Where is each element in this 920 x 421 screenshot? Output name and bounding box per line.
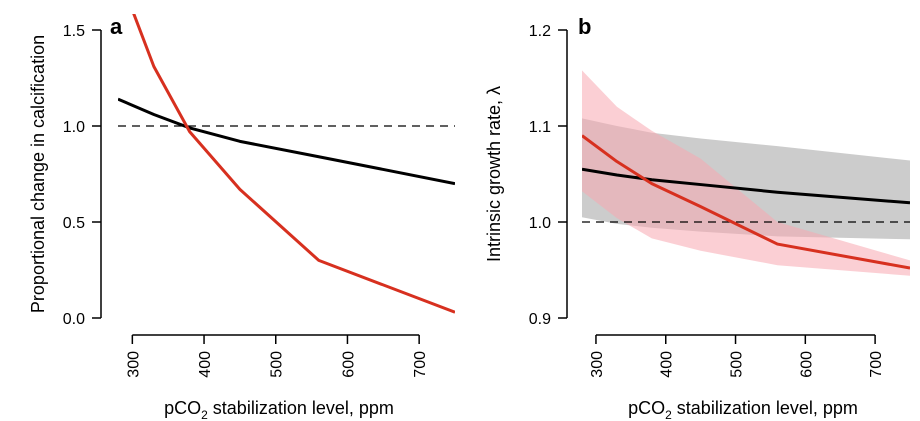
panel-b-data-layer — [582, 70, 910, 276]
panel-a-plot-area — [118, 14, 455, 314]
panel-b-y-tick-label: 1.2 — [529, 23, 551, 40]
panel-a-x-axis: 300 400 500 600 700 — [125, 334, 429, 378]
panel-b-series-line-1 — [582, 134, 910, 270]
panel-a-x-tick-label: 600 — [340, 351, 357, 378]
panel-a-y-tick-label: 1.0 — [63, 119, 85, 136]
panel-a-x-tick-label: 500 — [269, 351, 286, 378]
panel-b: 0.9 1.0 1.1 1.2 300 400 500 600 700 b Intrinsic… — [484, 14, 910, 421]
panel-a-label: a — [110, 14, 123, 39]
panel-a-x-tick-label: 700 — [412, 351, 429, 378]
panel-a-y-tick-label: 0.5 — [63, 215, 85, 232]
panel-a-x-tick-label: 300 — [125, 351, 142, 378]
panel-b-band-1 — [582, 70, 910, 276]
panel-a-y-axis: 0.0 0.5 1.0 1.5 — [63, 23, 102, 328]
panel-b-y-tick-label: 1.1 — [529, 119, 551, 136]
panel-b-x-tick-label: 700 — [868, 351, 885, 378]
panel-b-x-axis-title: pCO2 stabilization level, ppm — [628, 398, 858, 421]
panel-b-plot-area — [582, 70, 910, 276]
panel-a-y-tick-label: 1.5 — [63, 23, 85, 40]
panel-a-series-line-0 — [118, 97, 455, 186]
panel-a-y-axis-title: Proportional change in calcification — [28, 35, 48, 313]
panel-b-x-tick-label: 600 — [798, 351, 815, 378]
panel-b-x-tick-label: 500 — [729, 351, 746, 378]
panel-b-y-axis-title: Intrinsic growth rate, λ — [484, 86, 504, 262]
panel-b-y-tick-label: 0.9 — [529, 311, 551, 328]
panel-a-y-tick-label: 0.0 — [63, 311, 85, 328]
panel-a-x-tick-label: 400 — [197, 351, 214, 378]
panel-b-series-line-0 — [582, 167, 910, 205]
panel-b-x-axis: 300 400 500 600 700 — [589, 334, 885, 378]
panel-b-label: b — [578, 14, 591, 39]
panel-a-series-line-1 — [132, 14, 455, 314]
panel-b-y-axis: 0.9 1.0 1.1 1.2 — [529, 23, 568, 328]
panel-a-data-layer — [118, 14, 455, 314]
panel-b-y-tick-label: 1.0 — [529, 215, 551, 232]
panel-a: 0.0 0.5 1.0 1.5 300 400 500 600 700 a Proportio… — [28, 14, 455, 421]
panel-b-x-tick-label: 300 — [589, 351, 606, 378]
panel-b-x-tick-label: 400 — [659, 351, 676, 378]
panel-a-x-axis-title: pCO2 stabilization level, ppm — [164, 398, 394, 421]
